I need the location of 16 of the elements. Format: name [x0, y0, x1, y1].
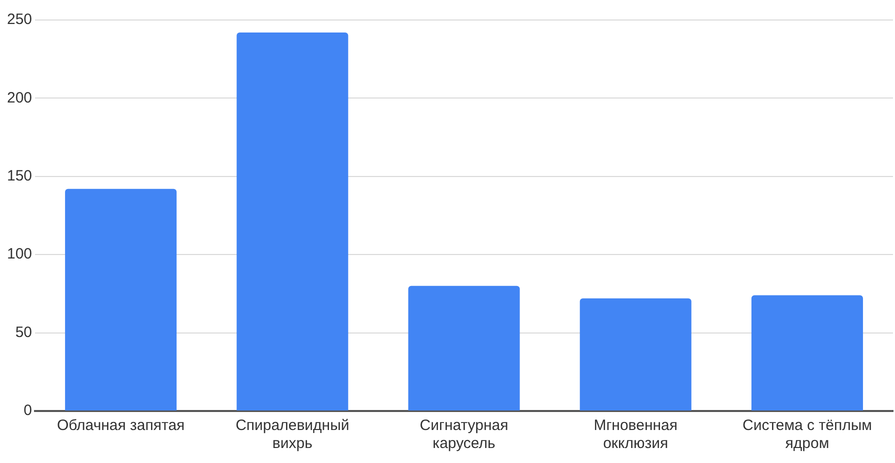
- bar: [236, 32, 348, 410]
- bar: [580, 298, 692, 410]
- bar: [751, 295, 863, 410]
- x-tick-label: Сигнатурная карусель: [420, 417, 508, 452]
- y-tick-label: 0: [24, 402, 32, 420]
- bar: [65, 188, 177, 410]
- x-tick-label: Система с тёплым ядром: [742, 417, 872, 452]
- x-tick-label: Облачная запятая: [56, 417, 185, 434]
- y-tick-label: 200: [6, 89, 32, 106]
- x-tick-label: Спиралевидный вихрь: [236, 417, 350, 452]
- y-tick-label: 50: [15, 324, 32, 341]
- y-tick-label: 150: [6, 168, 32, 185]
- y-tick-label: 100: [6, 246, 32, 263]
- x-tick-label: Мгновенная окклюзия: [594, 417, 678, 452]
- bar: [408, 286, 520, 410]
- y-tick-label: 250: [6, 11, 32, 28]
